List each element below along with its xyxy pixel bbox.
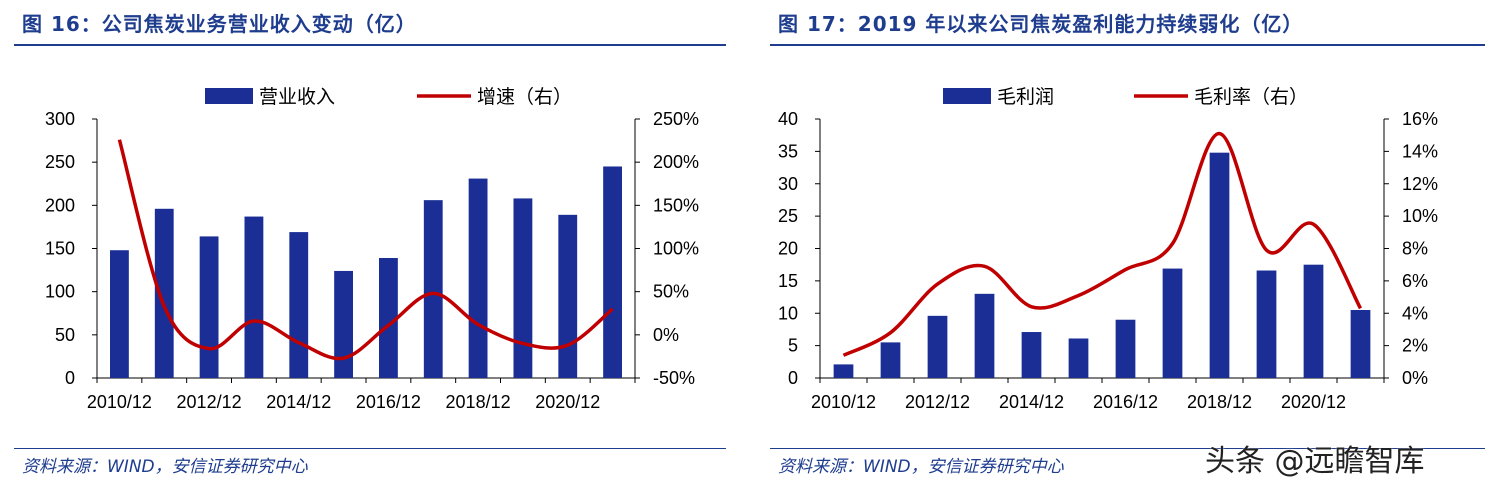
source-note: 资料来源：WIND，安信证券研究中心 bbox=[22, 457, 308, 477]
left-y-tick-label: 200 bbox=[45, 195, 75, 215]
x-tick-label: 2012/12 bbox=[905, 392, 970, 412]
source-note: 资料来源：WIND，安信证券研究中心 bbox=[778, 457, 1064, 477]
right-y-tick-label: 0% bbox=[1402, 368, 1428, 388]
bar-2012/12 bbox=[927, 315, 948, 378]
right-y-tick-label: 10% bbox=[1402, 206, 1438, 226]
right-y-tick-label: 250% bbox=[653, 109, 699, 129]
right-y-tick-label: 12% bbox=[1402, 174, 1438, 194]
left-y-tick-label: 40 bbox=[778, 109, 798, 129]
x-tick-label: 2014/12 bbox=[266, 392, 331, 412]
bar-2018/12 bbox=[468, 178, 488, 378]
bar-2011/12 bbox=[154, 208, 174, 378]
right-y-tick-label: 50% bbox=[653, 282, 689, 302]
left-y-tick-label: 25 bbox=[778, 206, 798, 226]
bar-2015/12 bbox=[1068, 338, 1089, 378]
x-tick-label: 2010/12 bbox=[87, 392, 152, 412]
right-y-tick-label: 6% bbox=[1402, 271, 1428, 291]
legend-bar-label: 毛利润 bbox=[997, 86, 1054, 108]
bar-2019/12 bbox=[513, 198, 533, 378]
right-y-tick-label: 8% bbox=[1402, 239, 1428, 259]
bar-2017/12 bbox=[423, 200, 443, 378]
bar-2017/12 bbox=[1162, 268, 1183, 378]
left-y-tick-label: 300 bbox=[45, 109, 75, 129]
x-tick-label: 2014/12 bbox=[999, 392, 1064, 412]
left-y-tick-label: 100 bbox=[45, 282, 75, 302]
bar-2011/12 bbox=[880, 342, 901, 378]
legend-line-label: 增速（右） bbox=[477, 86, 572, 108]
legend-line-label: 毛利率（右） bbox=[1194, 86, 1308, 108]
bar-2016/12 bbox=[379, 257, 398, 378]
title-divider bbox=[770, 44, 1485, 46]
source-divider bbox=[770, 448, 1485, 449]
right-y-tick-label: 2% bbox=[1402, 336, 1428, 356]
x-tick-label: 2020/12 bbox=[535, 392, 600, 412]
bar-2013/12 bbox=[244, 216, 264, 378]
right-y-tick-label: 200% bbox=[653, 152, 699, 172]
x-tick-label: 2018/12 bbox=[1187, 392, 1252, 412]
right-y-tick-label: 4% bbox=[1402, 303, 1428, 323]
gross-profit-chart: 40 35 30 25 20 15 10 5 0 16% 14% 12% 10% 8% 6% 4% 2% 0% 20… bbox=[778, 86, 1438, 412]
bar-2018/12 bbox=[1209, 152, 1230, 378]
right-y-tick-label: -50% bbox=[653, 368, 695, 388]
left-y-tick-label: 0 bbox=[788, 368, 798, 388]
figure-16-title: 图 16：公司焦炭业务营业收入变动（亿） bbox=[22, 12, 417, 36]
bar-2021/12 bbox=[603, 166, 622, 378]
revenue-chart: 300 250 200 150 100 50 0 250% 200% 150% 100% 50% 0% -… bbox=[45, 86, 699, 412]
bar-2012/12 bbox=[199, 236, 219, 378]
line-series-增速（右） bbox=[117, 139, 614, 361]
left-y-tick-label: 15 bbox=[778, 271, 798, 291]
left-y-tick-label: 20 bbox=[778, 239, 798, 259]
legend-bar-label: 营业收入 bbox=[259, 86, 335, 108]
left-figure-panel: 图 16：公司焦炭业务营业收入变动（亿） 300 250 200 150 100 50 0 2… bbox=[0, 0, 740, 493]
left-y-tick-label: 35 bbox=[778, 141, 798, 161]
title-divider bbox=[14, 44, 726, 46]
bar-2019/12 bbox=[1256, 270, 1277, 378]
bar-2021/12 bbox=[1350, 310, 1371, 378]
left-y-tick-label: 10 bbox=[778, 303, 798, 323]
right-y-tick-label: 100% bbox=[653, 239, 699, 259]
line-series-毛利率（右） bbox=[842, 131, 1363, 357]
right-y-tick-label: 150% bbox=[653, 195, 699, 215]
legend-bar-swatch bbox=[943, 88, 991, 104]
left-y-tick-label: 250 bbox=[45, 152, 75, 172]
source-divider bbox=[14, 448, 726, 449]
watermark-text: 头条 @远瞻智库 bbox=[1205, 444, 1425, 479]
x-tick-label: 2010/12 bbox=[811, 392, 876, 412]
figure-17-title: 图 17：2019 年以来公司焦炭盈利能力持续弱化（亿） bbox=[778, 12, 1304, 36]
bar-2014/12 bbox=[1021, 332, 1042, 378]
x-tick-label: 2020/12 bbox=[1281, 392, 1346, 412]
bar-2014/12 bbox=[289, 232, 309, 378]
left-y-tick-label: 150 bbox=[45, 239, 75, 259]
bar-2010/12 bbox=[833, 364, 854, 378]
right-y-tick-label: 16% bbox=[1402, 109, 1438, 129]
x-tick-label: 2012/12 bbox=[177, 392, 242, 412]
bar-2010/12 bbox=[110, 250, 129, 378]
x-tick-label: 2016/12 bbox=[356, 392, 421, 412]
bar-2015/12 bbox=[334, 270, 353, 378]
right-y-tick-label: 14% bbox=[1402, 141, 1438, 161]
right-figure-panel: 图 17：2019 年以来公司焦炭盈利能力持续弱化（亿） 40 35 30 25 20 1… bbox=[756, 0, 1493, 493]
left-y-tick-label: 50 bbox=[55, 325, 75, 345]
legend-bar-swatch bbox=[205, 88, 253, 104]
bar-2016/12 bbox=[1115, 319, 1136, 378]
left-y-tick-label: 0 bbox=[65, 368, 75, 388]
bar-2020/12 bbox=[558, 214, 578, 378]
right-y-tick-label: 0% bbox=[653, 325, 679, 345]
left-y-tick-label: 30 bbox=[778, 174, 798, 194]
x-tick-label: 2016/12 bbox=[1093, 392, 1158, 412]
left-y-tick-label: 5 bbox=[788, 336, 798, 356]
x-tick-label: 2018/12 bbox=[446, 392, 511, 412]
bar-2020/12 bbox=[1303, 264, 1324, 378]
bar-2013/12 bbox=[974, 293, 995, 378]
